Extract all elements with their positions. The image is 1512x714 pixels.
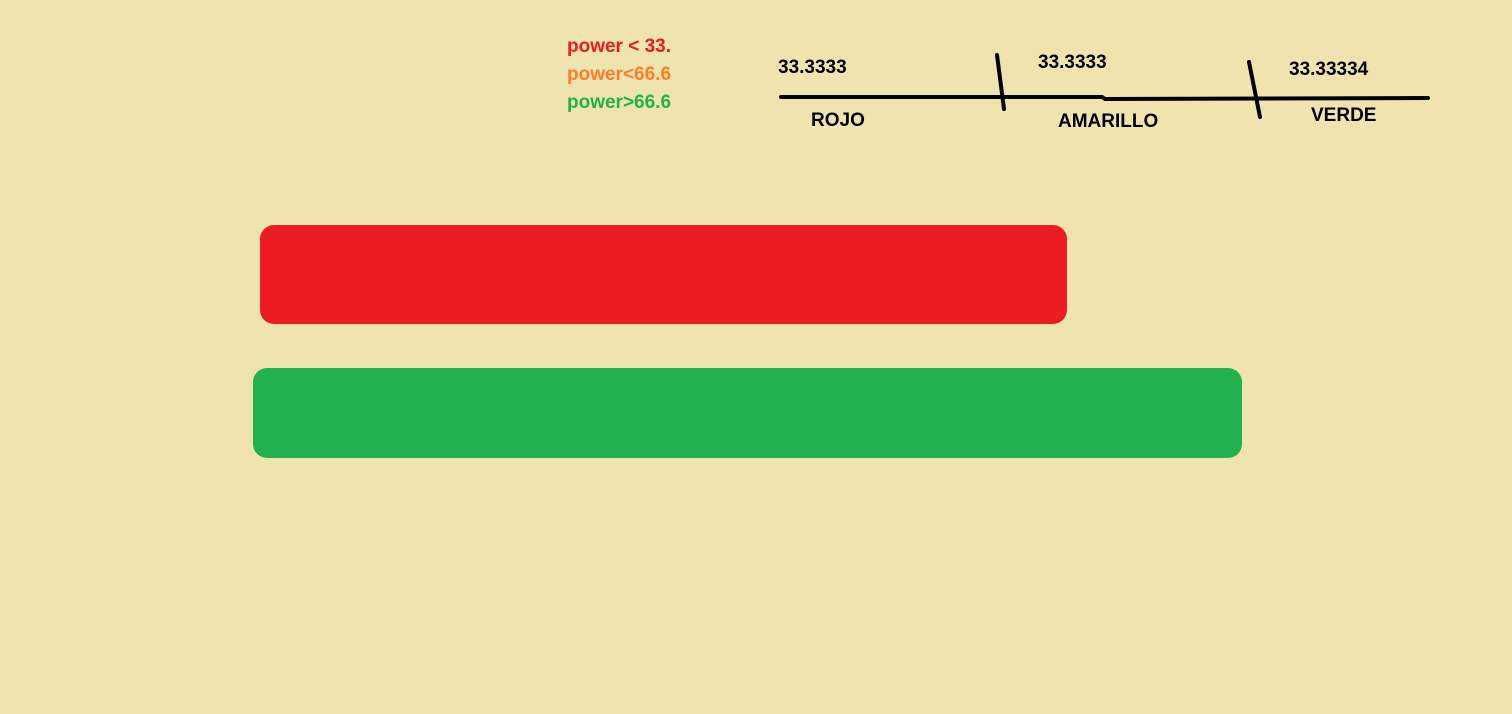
legend-item-green: power>66.6 [567, 92, 672, 113]
segment-label-verde: VERDE [1311, 105, 1377, 126]
segment-value-amarillo: 33.3333 [1038, 52, 1107, 73]
red-power-bar [260, 225, 1067, 324]
green-power-bar [253, 368, 1242, 458]
legend-item-red: power < 33. [567, 36, 672, 57]
scale-divider-1 [995, 53, 1006, 111]
power-legend: power < 33. power<66.6 power>66.6 [567, 33, 671, 117]
segment-label-amarillo: AMARILLO [1058, 111, 1159, 132]
segment-value-rojo: 33.3333 [778, 57, 847, 78]
scale-line [779, 95, 1430, 102]
segment-label-rojo: ROJO [811, 110, 865, 131]
scale-divider-2 [1247, 60, 1262, 119]
legend-item-orange: power<66.6 [567, 64, 672, 85]
segment-value-verde: 33.33334 [1289, 59, 1369, 80]
